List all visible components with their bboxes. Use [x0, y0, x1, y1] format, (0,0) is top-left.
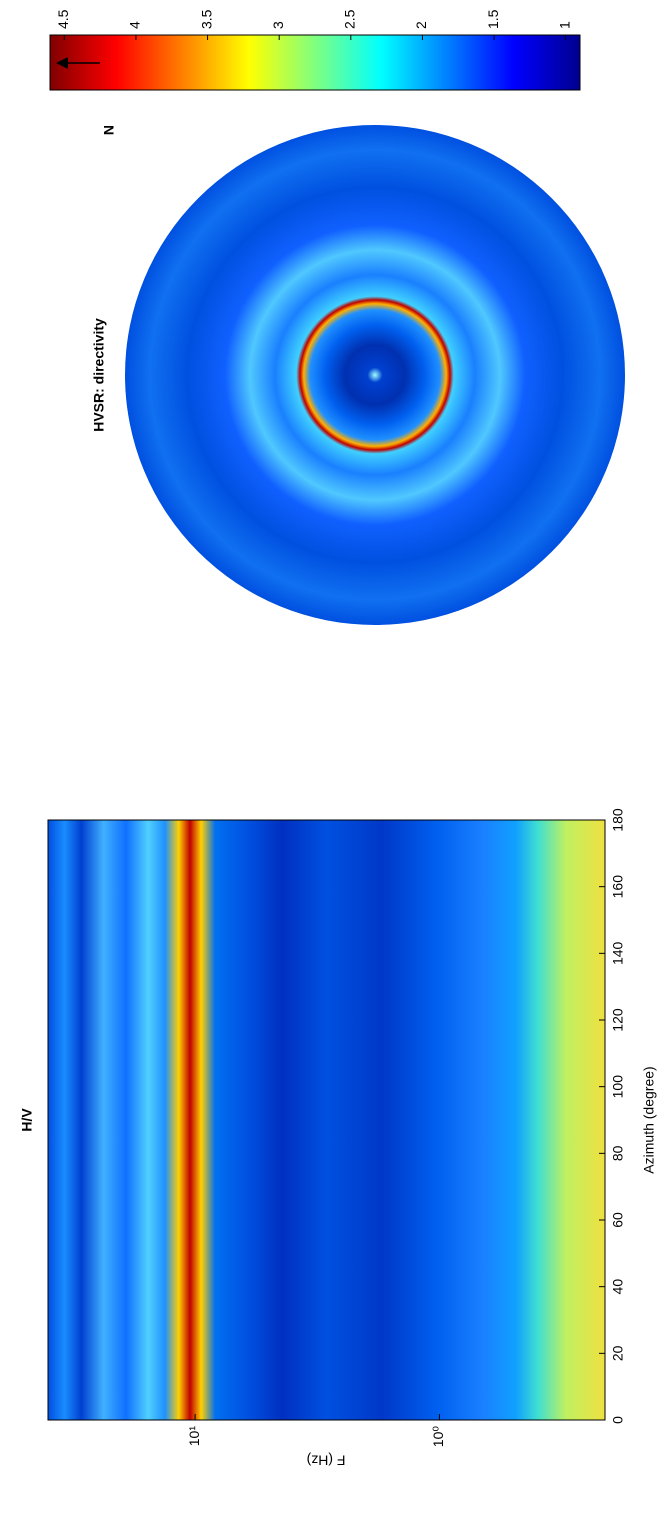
chart-title: H/V [19, 1108, 35, 1132]
x-tick-label: 60 [610, 1212, 626, 1228]
x-tick-label: 0 [610, 1416, 626, 1424]
north-label: N [101, 125, 117, 135]
x-tick-label: 20 [610, 1345, 626, 1361]
x-tick-label: 80 [610, 1145, 626, 1161]
colorbar [49, 34, 581, 91]
heatmap-field [47, 819, 606, 1421]
x-tick-label: 180 [610, 808, 626, 832]
x-tick-label: 40 [610, 1279, 626, 1295]
x-tick-label: 160 [610, 875, 626, 899]
colorbar-tick-label: 2 [413, 21, 429, 29]
colorbar-tick-label: 4 [127, 21, 143, 29]
colorbar-tick-label: 1 [556, 21, 572, 29]
y-axis-label: F (Hz) [307, 1452, 346, 1468]
colorbar-tick-label: 4.5 [55, 9, 71, 29]
y-tick-label: 10¹ [186, 1426, 202, 1447]
x-tick-label: 140 [610, 941, 626, 965]
y-tick-label: 10⁰ [430, 1426, 446, 1448]
colorbar-tick-label: 2.5 [342, 9, 358, 29]
polar-title: HVSR: directivity [91, 318, 107, 432]
x-axis-label: Azimuth (degree) [641, 1066, 657, 1173]
polar-field [125, 125, 625, 625]
x-tick-label: 120 [610, 1008, 626, 1032]
x-tick-label: 100 [610, 1075, 626, 1099]
colorbar-tick-label: 1.5 [485, 9, 501, 29]
colorbar-tick-label: 3 [270, 21, 286, 29]
north-arrow-head [56, 57, 68, 69]
colorbar-tick-label: 3.5 [198, 9, 214, 29]
